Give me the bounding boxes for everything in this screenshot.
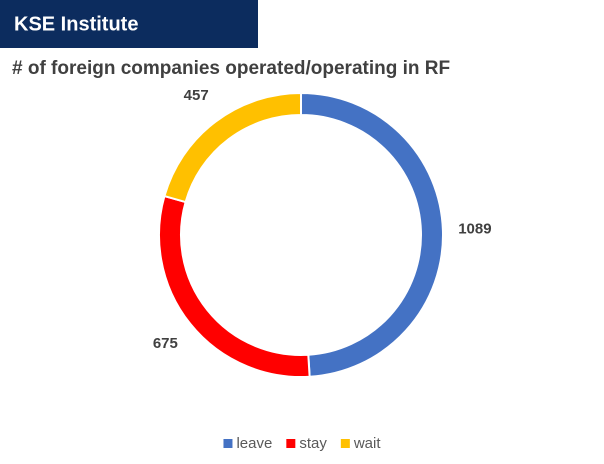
legend-swatch xyxy=(340,439,350,448)
badge xyxy=(0,0,258,48)
legend-label: stay xyxy=(299,435,327,452)
legend-label: leave xyxy=(236,435,272,452)
donut-segment xyxy=(158,194,311,378)
chart-title: # of foreign companies operated/operatin… xyxy=(12,58,450,79)
value-label: 457 xyxy=(184,87,209,104)
donut-segment xyxy=(300,91,444,378)
value-label: 675 xyxy=(153,335,178,352)
donut-segment xyxy=(163,91,302,204)
legend-label: wait xyxy=(353,435,382,452)
legend-swatch xyxy=(223,439,233,448)
badge-text: KSE Institute xyxy=(14,13,138,35)
legend-swatch xyxy=(286,439,296,448)
value-label: 1089 xyxy=(458,221,491,238)
